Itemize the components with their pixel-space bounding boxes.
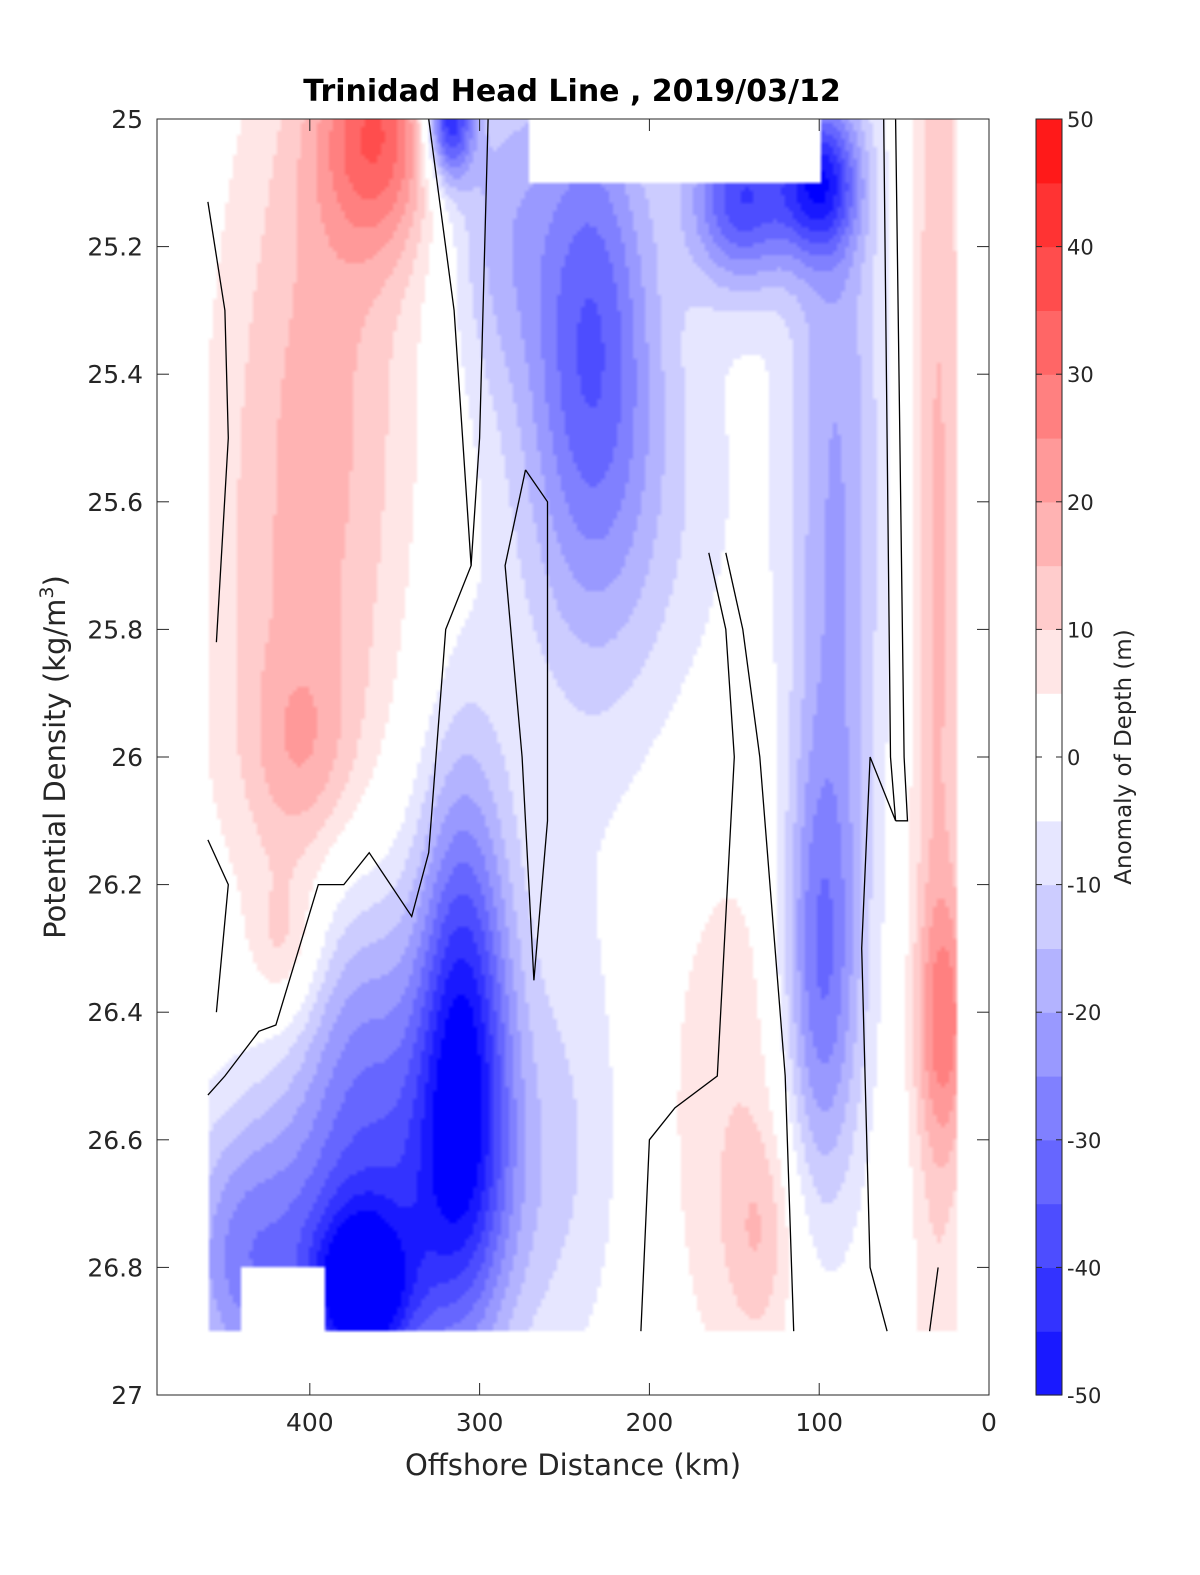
zero-contour-line-7: [861, 119, 897, 1332]
y-tick-label: 26.4: [87, 998, 143, 1027]
x-tick-label: 300: [456, 1408, 504, 1437]
chart-title: Trinidad Head Line , 2019/03/12: [303, 74, 840, 109]
y-axis-ticks: 25 25.2 25.4 25.6 25.8 26 26.2 26.4 26.6 26.8 27: [87, 105, 989, 1410]
colorbar-tick-label: 0: [1067, 746, 1080, 770]
colorbar-tick-label: -10: [1067, 874, 1101, 898]
colorbar-band: [1036, 1331, 1062, 1396]
y-tick-label: 27: [111, 1381, 143, 1410]
anomaly-contour-field: [157, 119, 989, 1395]
y-tick-label: 26.2: [87, 871, 143, 900]
colorbar-band: [1036, 119, 1062, 184]
colorbar-band: [1036, 1139, 1062, 1205]
x-tick-label: 100: [795, 1408, 843, 1437]
y-axis-label: Potential Density (kg/m3): [36, 575, 72, 939]
colorbar-band: [1036, 693, 1062, 758]
x-tick-label: 0: [981, 1408, 997, 1437]
colorbar-tick-label: 20: [1067, 491, 1094, 515]
colorbar-label: Anomaly of Depth (m): [1111, 629, 1137, 884]
colorbar-tick-label: 50: [1067, 108, 1094, 132]
x-axis-ticks: 400 300 200 100 0: [286, 119, 997, 1437]
y-tick-label: 25.8: [87, 615, 143, 644]
zero-contour-line-6: [725, 552, 795, 1332]
colorbar-band: [1036, 310, 1062, 375]
zero-contour-line-1: [207, 839, 229, 1013]
zero-contour-line-4: [504, 469, 549, 981]
colorbar-tick-label: -30: [1067, 1129, 1101, 1153]
colorbar-band: [1036, 1267, 1062, 1332]
colorbar-band: [1036, 565, 1062, 630]
x-axis-label: Offshore Distance (km): [405, 1448, 741, 1482]
y-tick-label: 25: [111, 105, 143, 134]
colorbar-band: [1036, 501, 1062, 567]
colorbar-band: [1036, 1203, 1062, 1268]
x-tick-label: 400: [286, 1408, 334, 1437]
colorbar-tick-label: 30: [1067, 363, 1094, 387]
colorbar-tick-label: -20: [1067, 1001, 1101, 1025]
y-axis-label-superscript: 3: [36, 586, 58, 598]
y-tick-label: 26.6: [87, 1126, 143, 1155]
colorbar: [1036, 119, 1062, 1396]
colorbar-band: [1036, 948, 1062, 1013]
colorbar-band: [1036, 246, 1062, 311]
colorbar-band: [1036, 629, 1062, 694]
zero-contour-lines: [207, 119, 939, 1332]
colorbar-band: [1036, 1012, 1062, 1077]
colorbar-band: [1036, 757, 1062, 822]
y-axis-label-main: Potential Density (kg/m: [38, 599, 72, 939]
colorbar-band: [1036, 820, 1062, 886]
colorbar-tick-label: -50: [1067, 1384, 1101, 1408]
zero-contour-line-8: [894, 119, 909, 822]
colorbar-ticks: 50 40 30 20 10 0 -10 -20 -30 -40 -50: [1036, 108, 1101, 1408]
y-tick-label: 25.2: [87, 233, 143, 262]
colorbar-band: [1036, 182, 1062, 248]
y-axis-label-tail: ): [38, 575, 72, 586]
colorbar-band: [1036, 1076, 1062, 1141]
colorbar-tick-label: 10: [1067, 618, 1094, 642]
zero-contour-line-0: [207, 201, 229, 643]
colorbar-band: [1036, 374, 1062, 439]
x-tick-label: 200: [626, 1408, 674, 1437]
colorbar-band: [1036, 438, 1062, 503]
colorbar-tick-label: -40: [1067, 1256, 1101, 1280]
colorbar-tick-label: 40: [1067, 236, 1094, 260]
y-tick-label: 25.6: [87, 488, 143, 517]
zero-contour-line-5: [640, 552, 735, 1332]
y-tick-label: 25.4: [87, 360, 143, 389]
zero-contour-line-3: [428, 119, 472, 566]
y-tick-label: 26: [111, 743, 143, 772]
y-tick-label: 26.8: [87, 1253, 143, 1282]
zero-contour-line-9: [928, 1267, 939, 1332]
colorbar-band: [1036, 884, 1062, 949]
